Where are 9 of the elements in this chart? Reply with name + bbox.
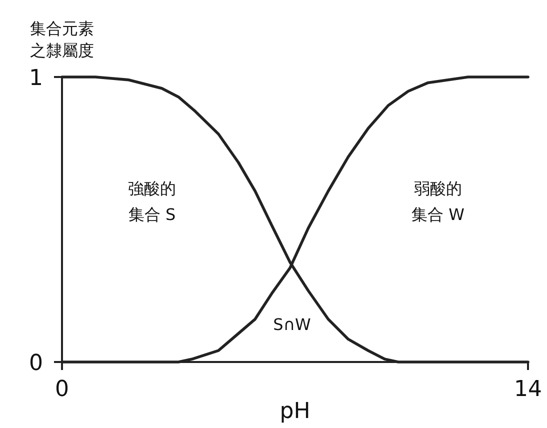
annotation: 集合 W [412, 205, 465, 224]
x-tick-label: 14 [514, 377, 542, 402]
x-axis-title: pH [280, 399, 310, 424]
y-tick-label: 1 [29, 66, 43, 91]
y-axis-title: 集合元素之隸屬度 [30, 19, 94, 60]
annotation: 弱酸的 [414, 179, 462, 198]
annotation: 強酸的 [128, 179, 176, 198]
annotation: S∩W [273, 315, 312, 334]
annotation: 集合 S [128, 205, 176, 224]
